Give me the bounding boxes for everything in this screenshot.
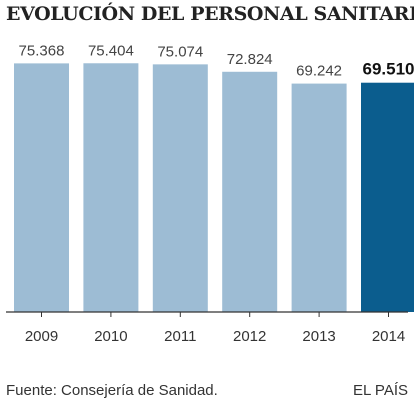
category-label-2013: 2013 <box>302 328 335 345</box>
category-label-2010: 2010 <box>94 328 127 345</box>
value-label-2010: 75.404 <box>88 42 134 59</box>
bar-2010 <box>83 63 139 313</box>
value-label-2014: 69.510 <box>363 60 414 79</box>
category-label-2012: 2012 <box>233 328 266 345</box>
value-label-2013: 69.242 <box>296 63 342 80</box>
bar-2013 <box>291 83 347 312</box>
source-note: Fuente: Consejería de Sanidad. <box>6 382 218 399</box>
category-label-2009: 2009 <box>25 328 58 345</box>
category-label-2011: 2011 <box>164 328 196 345</box>
bar-2012 <box>222 71 278 312</box>
chart-title: EVOLUCIÓN DEL PERSONAL SANITARIO <box>6 3 414 25</box>
value-label-2012: 72.824 <box>227 51 273 68</box>
bar-2011 <box>152 64 208 312</box>
value-label-2011: 75.074 <box>157 43 203 60</box>
category-label-2014: 2014 <box>372 328 405 345</box>
bar-2009 <box>14 63 69 312</box>
value-label-2009: 75.368 <box>19 42 65 59</box>
publisher-logo: EL PAÍS <box>352 382 408 399</box>
bar-2014 <box>361 82 414 312</box>
